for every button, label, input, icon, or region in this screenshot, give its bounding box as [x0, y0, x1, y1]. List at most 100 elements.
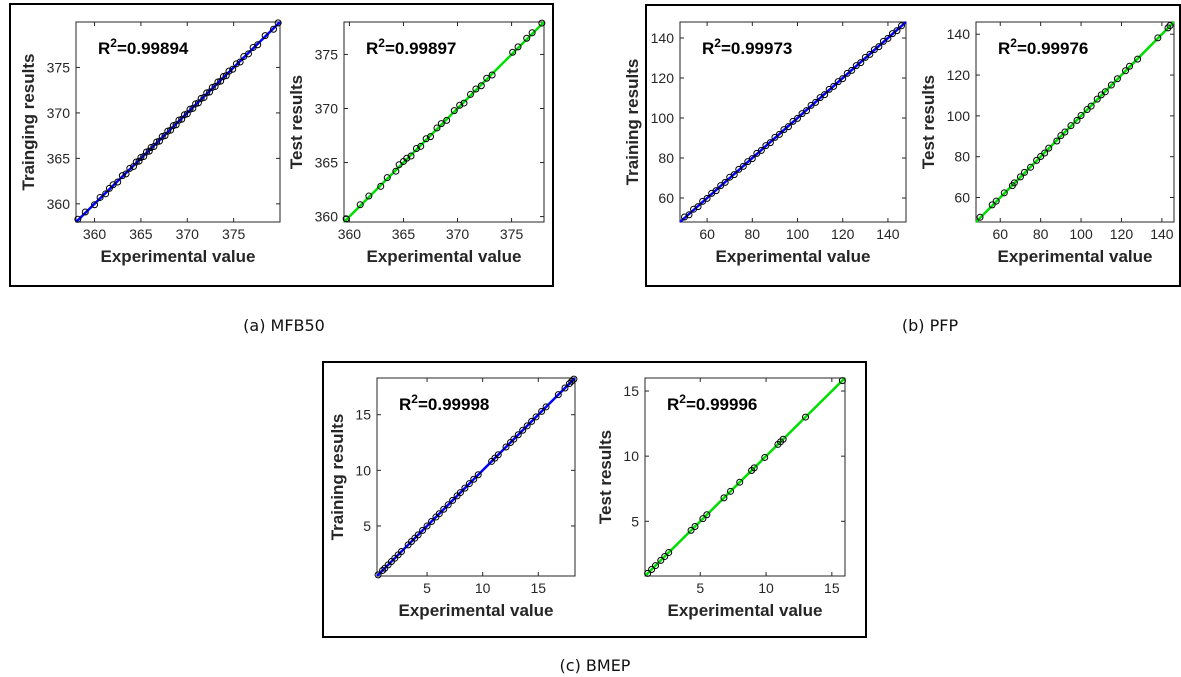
- data-point: [519, 426, 527, 434]
- data-point: [433, 124, 441, 132]
- data-point: [102, 190, 110, 198]
- y-tick-label: 5: [631, 513, 639, 529]
- data-point: [118, 172, 126, 180]
- data-point: [1067, 122, 1075, 130]
- x-tick-label: 10: [758, 580, 774, 596]
- data-point: [1045, 144, 1053, 152]
- data-point: [691, 523, 699, 530]
- data-point: [426, 133, 434, 141]
- data-point: [105, 184, 113, 192]
- caption-mfb50: (a) MFB50: [243, 316, 325, 335]
- data-point: [538, 19, 546, 27]
- data-point: [748, 155, 756, 163]
- data-point: [1061, 128, 1069, 136]
- x-tick-label: 100: [786, 226, 810, 242]
- data-point: [897, 22, 905, 30]
- data-point: [229, 65, 237, 73]
- data-point: [1010, 179, 1018, 187]
- x-axis-label: Experimental value: [716, 247, 871, 266]
- data-point: [779, 435, 787, 443]
- data-point: [397, 548, 405, 556]
- data-point: [1000, 189, 1008, 197]
- chart-bmep-training: 5 10 15 5 10 15 R2=0.99998 Experimental value Tr…: [328, 375, 578, 620]
- data-point: [392, 167, 400, 175]
- x-tick-label: 5: [696, 580, 704, 596]
- chart-mfb50-training: 360 365 370 375 360 365 370 375 R2=0.99894 Experi…: [19, 19, 282, 266]
- data-point: [648, 565, 656, 573]
- data-point: [1154, 34, 1162, 42]
- y-tick-label: 60: [954, 190, 970, 206]
- y-tick-label: 140: [651, 30, 675, 46]
- data-point: [538, 407, 546, 415]
- data-point: [727, 487, 735, 495]
- data-point: [1122, 67, 1130, 75]
- x-tick-label: 60: [699, 226, 715, 242]
- y-tick-label: 370: [315, 100, 339, 116]
- data-point: [1101, 88, 1109, 96]
- x-axis-label: Experimental value: [399, 601, 554, 620]
- r-squared-label: R2=0.99897: [366, 36, 456, 58]
- x-tick-label: 360: [83, 226, 107, 242]
- data-point: [884, 34, 892, 42]
- data-point: [1093, 95, 1101, 103]
- data-point: [423, 522, 431, 530]
- fit-line: [679, 21, 907, 223]
- data-point: [830, 82, 838, 90]
- data-point: [450, 107, 458, 115]
- y-tick-label: 10: [355, 462, 371, 478]
- data-point: [460, 99, 468, 107]
- y-tick-label: 120: [651, 70, 675, 86]
- x-tick-label: 370: [446, 226, 470, 242]
- data-point: [428, 517, 436, 525]
- data-point: [135, 157, 143, 165]
- y-axis-label: Test results: [919, 75, 938, 169]
- data-point: [383, 174, 391, 182]
- data-point: [1033, 156, 1041, 164]
- data-point: [96, 193, 104, 201]
- data-point: [1134, 55, 1142, 63]
- data-point: [444, 501, 452, 509]
- data-point: [342, 215, 350, 223]
- data-point: [528, 417, 536, 425]
- y-tick-label: 10: [623, 448, 639, 464]
- data-point: [466, 90, 474, 98]
- data-point: [403, 154, 411, 162]
- data-point: [412, 144, 420, 152]
- chart-pfp-training: 60 80 100 120 140 60 80 100 120 140 R2=0.99973 Expe…: [623, 21, 907, 266]
- data-point: [494, 451, 502, 459]
- data-point: [848, 66, 856, 74]
- r-squared-label: R2=0.99973: [702, 36, 792, 58]
- x-tick-label: 140: [1150, 226, 1174, 242]
- fit-line: [644, 377, 846, 577]
- r-squared-label: R2=0.99976: [998, 36, 1088, 58]
- x-tick-label: 80: [1033, 226, 1049, 242]
- r-squared-label: R2=0.99998: [399, 392, 489, 414]
- data-point: [565, 380, 573, 388]
- data-point: [736, 478, 744, 486]
- data-point: [803, 107, 811, 115]
- y-tick-label: 375: [47, 59, 71, 75]
- data-point: [1164, 24, 1172, 32]
- data-point: [456, 489, 464, 497]
- x-tick-label: 365: [392, 226, 416, 242]
- y-axis-label: Test results: [287, 75, 306, 169]
- data-point: [699, 515, 707, 523]
- data-point: [893, 27, 901, 35]
- data-point: [775, 130, 783, 138]
- data-point: [514, 431, 522, 439]
- data-point: [1027, 163, 1035, 171]
- y-axis-label: Training results: [623, 59, 642, 186]
- data-point: [866, 50, 874, 58]
- data-point: [644, 569, 652, 577]
- y-tick-label: 80: [658, 150, 674, 166]
- y-tick-label: 375: [315, 46, 339, 62]
- data-point: [717, 182, 725, 190]
- data-point: [1020, 168, 1028, 176]
- data-point: [443, 116, 451, 124]
- data-point: [1041, 149, 1049, 157]
- data-point: [721, 178, 729, 186]
- data-point: [528, 29, 536, 37]
- data-point: [1113, 75, 1121, 83]
- data-point: [419, 526, 427, 534]
- chart-bmep-test: 5 10 15 5 10 15 R2=0.99996 Experimental value Te…: [596, 377, 846, 620]
